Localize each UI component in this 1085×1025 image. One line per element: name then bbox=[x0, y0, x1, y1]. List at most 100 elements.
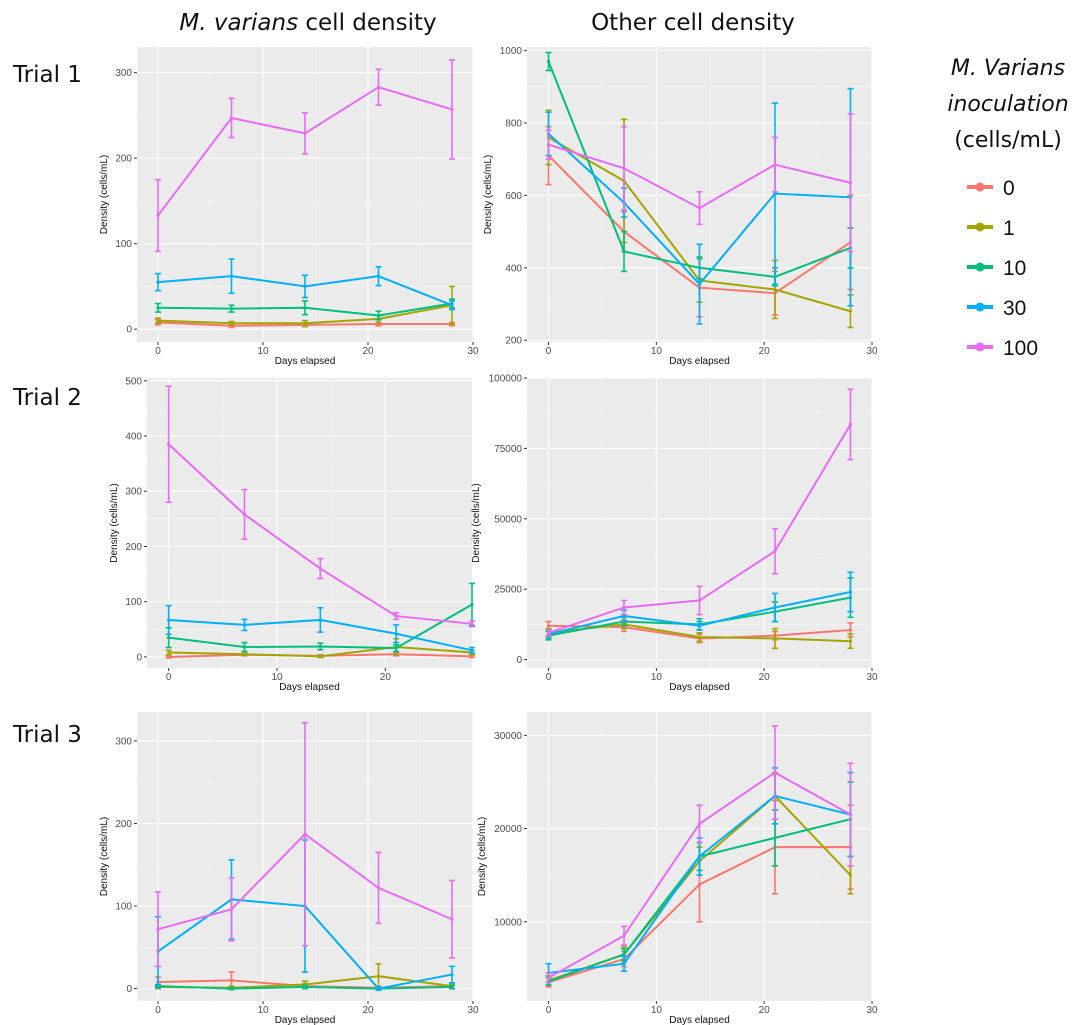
data-point bbox=[773, 163, 777, 167]
data-point bbox=[622, 605, 626, 610]
data-point bbox=[376, 85, 381, 89]
y-tick-label: 75000 bbox=[494, 444, 522, 455]
x-tick-label: 30 bbox=[467, 1005, 479, 1016]
x-tick-label: 0 bbox=[546, 346, 552, 357]
data-point bbox=[697, 882, 702, 887]
series-1 bbox=[155, 285, 455, 327]
series-30 bbox=[155, 258, 455, 311]
data-point bbox=[318, 644, 322, 649]
data-point bbox=[848, 873, 853, 877]
data-point bbox=[376, 987, 381, 991]
data-point bbox=[242, 512, 247, 517]
data-point bbox=[848, 628, 853, 632]
data-point bbox=[848, 309, 853, 313]
chart-panel-trial2-other: 0 10 20 30 0 25000 50000 75000 100000 Days elapse… bbox=[471, 374, 878, 694]
series-30 bbox=[165, 604, 475, 654]
data-point bbox=[773, 287, 777, 292]
y-tick-label: 100 bbox=[125, 597, 142, 608]
y-tick-label: 200 bbox=[115, 819, 132, 830]
legend-label: 0 bbox=[1003, 177, 1015, 200]
data-point bbox=[848, 181, 853, 185]
y-tick-label: 1000 bbox=[500, 46, 523, 57]
data-point bbox=[470, 648, 474, 652]
data-point bbox=[229, 116, 234, 120]
data-point bbox=[156, 927, 160, 931]
data-point bbox=[450, 107, 454, 112]
data-point bbox=[450, 972, 454, 977]
data-point bbox=[546, 976, 551, 980]
x-tick-label: 10 bbox=[257, 1005, 269, 1016]
data-point bbox=[318, 618, 322, 622]
data-point bbox=[848, 812, 853, 817]
data-point bbox=[470, 622, 474, 626]
data-point bbox=[242, 645, 247, 649]
y-axis-label: Density (cells/mL) bbox=[477, 817, 488, 896]
y-tick-label: 400 bbox=[125, 432, 142, 443]
data-point bbox=[622, 166, 626, 170]
data-point bbox=[303, 321, 307, 325]
data-point bbox=[697, 624, 702, 628]
series-100 bbox=[165, 385, 475, 628]
data-point bbox=[156, 319, 160, 323]
data-point bbox=[697, 854, 702, 859]
data-point bbox=[303, 985, 307, 989]
data-point bbox=[376, 974, 381, 978]
data-point bbox=[773, 191, 777, 196]
data-point bbox=[470, 654, 474, 659]
data-point bbox=[229, 274, 234, 278]
column-header-right: Other cell density bbox=[591, 10, 795, 36]
data-point bbox=[167, 442, 171, 446]
data-point bbox=[303, 284, 307, 289]
data-point bbox=[156, 280, 160, 284]
legend-label: 30 bbox=[1003, 297, 1026, 320]
data-point bbox=[773, 636, 777, 641]
data-point bbox=[376, 322, 381, 326]
series-100 bbox=[545, 388, 854, 637]
data-point bbox=[394, 632, 398, 636]
data-point bbox=[697, 282, 702, 286]
data-point bbox=[622, 952, 626, 956]
x-tick-label: 30 bbox=[866, 1005, 878, 1016]
data-point bbox=[848, 422, 853, 427]
data-point bbox=[167, 650, 171, 655]
series-100 bbox=[155, 59, 455, 253]
series-100 bbox=[545, 725, 854, 984]
data-point bbox=[697, 598, 702, 603]
series-10 bbox=[155, 983, 455, 991]
y-tick-label: 200 bbox=[505, 336, 522, 347]
y-tick-label: 100 bbox=[115, 902, 132, 913]
data-point bbox=[622, 934, 626, 938]
legend-title-line1: M. Varians bbox=[951, 56, 1065, 81]
y-tick-label: 0 bbox=[126, 325, 132, 336]
data-point bbox=[229, 987, 234, 991]
y-tick-label: 50000 bbox=[494, 514, 522, 525]
legend-swatch-point bbox=[975, 222, 985, 232]
column-header-left-rest: cell density bbox=[298, 10, 437, 36]
y-tick-label: 200 bbox=[115, 154, 132, 165]
y-axis-label: Density (cells/mL) bbox=[109, 483, 120, 562]
y-tick-label: 20000 bbox=[494, 824, 522, 835]
x-tick-label: 0 bbox=[546, 672, 552, 683]
x-axis-label: Days elapsed bbox=[279, 682, 340, 693]
data-point bbox=[697, 206, 702, 210]
x-tick-label: 0 bbox=[155, 1005, 161, 1016]
y-tick-label: 200 bbox=[125, 542, 142, 553]
data-point bbox=[773, 605, 777, 610]
x-axis-label: Days elapsed bbox=[669, 356, 730, 367]
data-point bbox=[229, 907, 234, 911]
legend-swatch-point bbox=[975, 182, 985, 192]
data-point bbox=[697, 635, 702, 639]
data-point bbox=[450, 985, 454, 989]
legend-swatch-point bbox=[975, 262, 985, 272]
data-point bbox=[546, 631, 551, 635]
data-point bbox=[303, 832, 307, 836]
legend-title-line2: inoculation bbox=[947, 92, 1068, 117]
series-100 bbox=[155, 721, 455, 968]
y-tick-label: 600 bbox=[505, 191, 522, 202]
x-tick-label: 20 bbox=[759, 672, 771, 683]
legend-label: 10 bbox=[1003, 257, 1026, 280]
data-point bbox=[242, 652, 247, 656]
x-tick-label: 20 bbox=[362, 1005, 374, 1016]
data-point bbox=[376, 313, 381, 318]
